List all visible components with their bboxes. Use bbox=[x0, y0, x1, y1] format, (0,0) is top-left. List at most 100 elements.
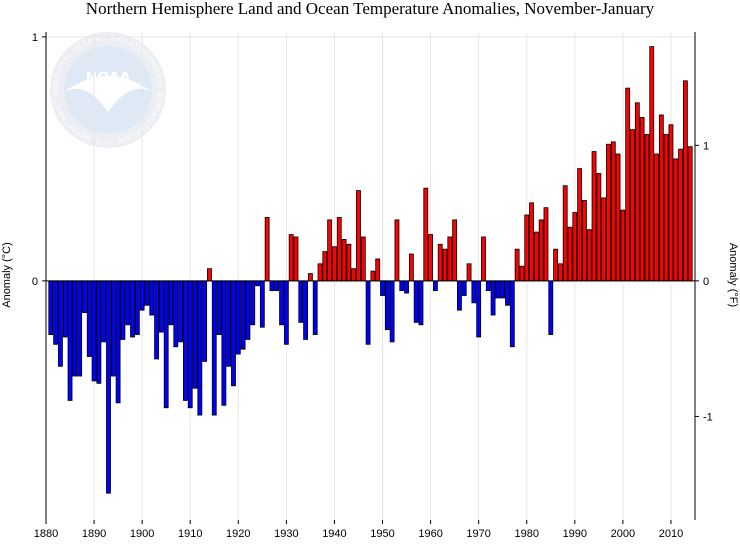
bar-1970 bbox=[476, 280, 482, 338]
bar-1911 bbox=[192, 280, 198, 389]
bar-1904 bbox=[158, 280, 164, 333]
bar-1894 bbox=[110, 280, 116, 377]
x-tick-label-1960: 1960 bbox=[418, 528, 442, 540]
bar-1918 bbox=[226, 280, 232, 367]
bar-1928 bbox=[274, 280, 280, 292]
bar-1899 bbox=[134, 280, 140, 335]
bar-1935 bbox=[308, 273, 313, 282]
bar-1893 bbox=[106, 280, 111, 494]
bar-1944 bbox=[351, 268, 357, 282]
bar-1889 bbox=[86, 280, 92, 357]
bar-1955 bbox=[404, 280, 409, 294]
bar-2014 bbox=[687, 146, 693, 282]
bar-1945 bbox=[356, 190, 361, 282]
bar-2008 bbox=[658, 114, 664, 282]
bar-1895 bbox=[115, 280, 121, 404]
bar-1913 bbox=[202, 280, 208, 362]
bar-1940 bbox=[332, 246, 337, 282]
bar-1978 bbox=[514, 248, 520, 282]
bar-2013 bbox=[682, 80, 688, 282]
bar-1898 bbox=[130, 280, 135, 338]
bar-1900 bbox=[139, 280, 145, 311]
bar-1995 bbox=[596, 173, 602, 282]
bar-1996 bbox=[601, 197, 607, 282]
bar-1960 bbox=[428, 234, 433, 282]
y-tick-label-left-1: 1 bbox=[32, 32, 38, 44]
bar-1949 bbox=[375, 258, 381, 282]
bar-1939 bbox=[327, 219, 333, 282]
bar-1919 bbox=[231, 280, 236, 387]
bar-1884 bbox=[62, 280, 68, 338]
bar-1948 bbox=[370, 270, 376, 282]
y-axis-label-right: Anomaly (°F) bbox=[727, 243, 739, 307]
bar-1987 bbox=[557, 263, 563, 282]
bar-1956 bbox=[408, 253, 414, 282]
bar-1993 bbox=[586, 229, 592, 282]
bar-1881 bbox=[48, 280, 54, 335]
bar-1963 bbox=[442, 248, 448, 282]
logo-outer-ring bbox=[50, 32, 166, 148]
bar-1998 bbox=[610, 141, 616, 282]
logo-word: NOAA bbox=[86, 70, 131, 86]
bar-1946 bbox=[360, 236, 366, 282]
bar-1983 bbox=[538, 219, 544, 282]
bar-1994 bbox=[591, 151, 597, 282]
chart-title: Northern Hemisphere Land and Ocean Tempe… bbox=[86, 0, 655, 18]
bar-1957 bbox=[413, 280, 419, 323]
bar-2000 bbox=[620, 209, 626, 282]
bar-1979 bbox=[519, 265, 525, 282]
bar-1988 bbox=[562, 185, 568, 282]
bar-1923 bbox=[250, 280, 256, 326]
bar-2001 bbox=[625, 87, 631, 282]
bar-2005 bbox=[644, 134, 650, 282]
bar-1922 bbox=[245, 280, 251, 340]
bar-1902 bbox=[149, 280, 155, 316]
bar-1943 bbox=[346, 243, 352, 282]
y-axis-label-left: Anomaly (°C) bbox=[1, 242, 13, 308]
y-tick-label-right-1: 1 bbox=[703, 140, 709, 152]
bar-1890 bbox=[91, 280, 97, 382]
bar-1921 bbox=[240, 280, 246, 350]
bar-1927 bbox=[269, 280, 275, 292]
y-tick-label-right-0: 0 bbox=[703, 276, 709, 288]
bar-1936 bbox=[312, 280, 318, 335]
x-tick-label-1890: 1890 bbox=[82, 528, 106, 540]
bar-1975 bbox=[500, 280, 506, 299]
bar-1990 bbox=[572, 212, 578, 282]
x-tick-label-1930: 1930 bbox=[274, 528, 298, 540]
bar-1892 bbox=[101, 280, 107, 343]
bar-1989 bbox=[567, 226, 573, 282]
bar-1999 bbox=[615, 153, 621, 282]
x-tick-label-1940: 1940 bbox=[322, 528, 346, 540]
bar-2010 bbox=[668, 124, 674, 282]
x-tick-label-1990: 1990 bbox=[563, 528, 587, 540]
x-tick-label-2000: 2000 bbox=[611, 528, 635, 540]
bar-1917 bbox=[221, 280, 227, 406]
bar-1962 bbox=[437, 243, 443, 282]
bar-1959 bbox=[423, 187, 429, 282]
bar-1925 bbox=[259, 280, 265, 328]
bar-1934 bbox=[303, 280, 309, 340]
bar-1882 bbox=[53, 280, 59, 345]
bar-1952 bbox=[389, 280, 395, 343]
bar-1910 bbox=[187, 280, 193, 409]
bar-1968 bbox=[466, 263, 472, 282]
y-tick-label-right--1: -1 bbox=[703, 411, 713, 423]
x-tick-label-1950: 1950 bbox=[370, 528, 394, 540]
x-tick-label-1920: 1920 bbox=[226, 528, 250, 540]
bar-2002 bbox=[630, 129, 635, 282]
bar-1950 bbox=[380, 280, 385, 296]
bar-1931 bbox=[288, 234, 294, 282]
bar-1958 bbox=[418, 280, 424, 326]
y-tick-label-left-0: 0 bbox=[32, 276, 38, 288]
bar-1947 bbox=[365, 280, 371, 345]
bar-1953 bbox=[394, 219, 400, 282]
bar-2006 bbox=[649, 46, 655, 282]
bar-1891 bbox=[96, 280, 102, 384]
x-tick-label-1900: 1900 bbox=[130, 528, 154, 540]
logo-bird-icon bbox=[64, 76, 152, 112]
bar-1888 bbox=[82, 280, 87, 314]
bar-1980 bbox=[524, 214, 530, 282]
bar-1908 bbox=[178, 280, 184, 343]
